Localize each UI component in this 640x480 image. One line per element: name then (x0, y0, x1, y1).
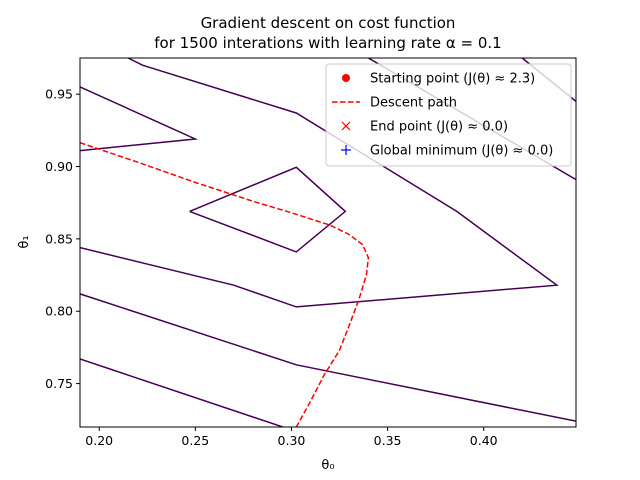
legend-entry: End point (J(θ) ≈ 0.0) (341, 120, 508, 135)
legend-label: End point (J(θ) ≈ 0.0) (370, 120, 508, 135)
legend-marker-starting-point (342, 74, 350, 82)
x-tick-label: 0.35 (374, 433, 402, 448)
y-tick-label: 0.85 (45, 231, 73, 246)
contour-line-1 (189, 166, 347, 253)
legend-entry: Global minimum (J(θ) ≈ 0.0) (341, 144, 553, 159)
legend-label: Descent path (370, 96, 457, 111)
axes: 0.20 0.25 0.30 0.35 0.40 0.75 0.80 0.85 0.90 0.95 (45, 57, 577, 448)
x-tick-label: 0.30 (278, 433, 306, 448)
x-tick-label: 0.40 (470, 433, 498, 448)
legend-entry: Starting point (J(θ) ≈ 2.3) (342, 72, 535, 87)
y-tick-label: 0.80 (45, 304, 73, 319)
chart-title-line-2: for 1500 interations with learning rate … (154, 34, 501, 52)
contour-line-4 (80, 293, 576, 422)
axes-frame (79, 57, 577, 428)
contour-line-2 (80, 58, 559, 308)
legend-entry: Descent path (332, 96, 457, 111)
legend-box (325, 63, 572, 167)
legend: Starting point (J(θ) ≈ 2.3) Descent path E… (325, 63, 572, 167)
y-tick-label: 0.95 (45, 87, 73, 102)
y-tick-label: 0.75 (45, 376, 73, 391)
legend-marker-end-point (341, 121, 351, 131)
x-tick-label: 0.25 (181, 433, 209, 448)
chart-title-line-1: Gradient descent on cost function (201, 14, 456, 32)
legend-marker-global-minimum (341, 145, 351, 155)
y-axis-label: θ₁ (17, 235, 32, 248)
y-tick-label: 0.90 (45, 159, 73, 174)
contour-line-3 (80, 86, 199, 152)
descent-path-line (80, 141, 370, 427)
legend-label: Starting point (J(θ) ≈ 2.3) (370, 72, 535, 87)
x-tick-label: 0.20 (85, 433, 113, 448)
contour-line-5 (80, 358, 286, 427)
legend-label: Global minimum (J(θ) ≈ 0.0) (370, 144, 553, 159)
x-axis-label: θ₀ (321, 458, 334, 473)
